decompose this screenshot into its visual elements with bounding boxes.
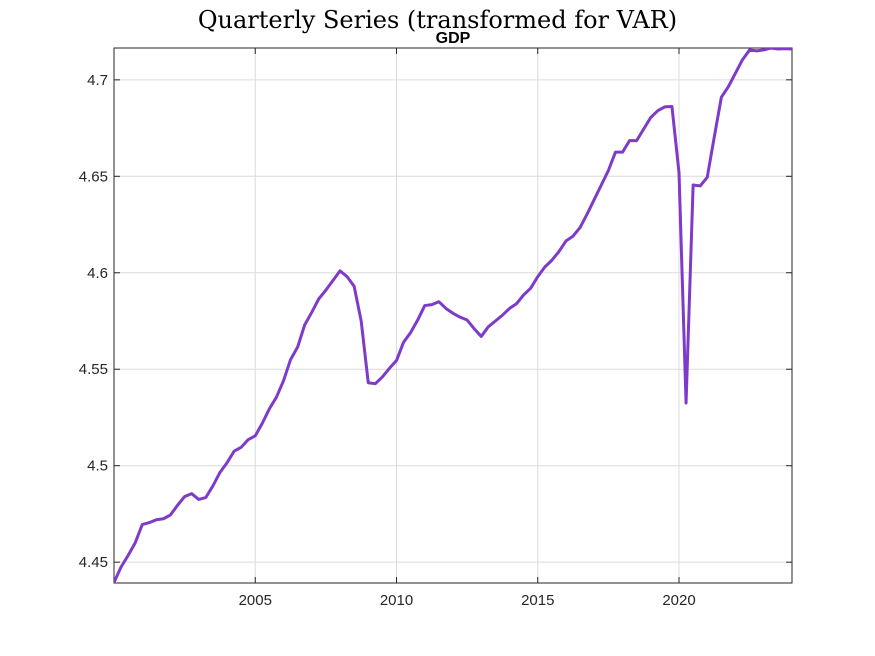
- x-tick-labels: 2005 2010 2015 2020: [239, 592, 696, 609]
- series-layer: [114, 48, 792, 583]
- x-tick-label: 2015: [521, 592, 554, 609]
- y-tick-label: 4.55: [79, 361, 108, 378]
- axes-box: [113, 47, 793, 584]
- y-tick-label: 4.5: [87, 458, 108, 475]
- gdp-series-line: [114, 48, 792, 583]
- grid-lines: [114, 48, 792, 583]
- x-tick-label: 2010: [380, 592, 413, 609]
- y-tick-label: 4.45: [79, 554, 108, 571]
- axes-title: GDP: [436, 30, 471, 47]
- x-tick-label: 2005: [239, 592, 272, 609]
- x-tick-marks: [254, 48, 680, 583]
- x-tick-label: 2020: [662, 592, 695, 609]
- y-tick-label: 4.65: [79, 168, 108, 185]
- y-tick-label: 4.7: [87, 72, 108, 89]
- figure-suptitle: Quarterly Series (transformed for VAR): [197, 6, 678, 34]
- y-tick-labels: 4.45 4.5 4.55 4.6 4.65 4.7: [79, 72, 108, 571]
- y-tick-label: 4.6: [87, 265, 108, 282]
- y-tick-marks: [114, 79, 792, 563]
